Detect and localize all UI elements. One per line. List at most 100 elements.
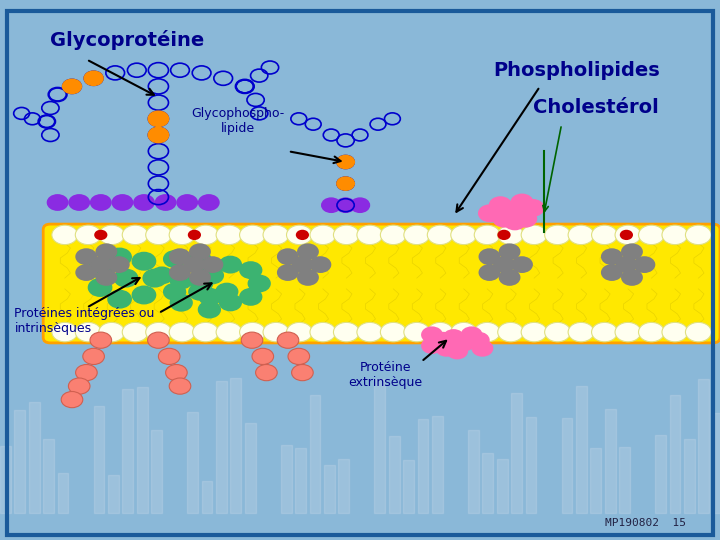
Circle shape — [500, 202, 522, 219]
Bar — [137, 403, 148, 513]
Circle shape — [91, 257, 111, 272]
Circle shape — [171, 295, 192, 311]
Bar — [202, 406, 212, 513]
Bar — [526, 418, 536, 513]
Circle shape — [52, 225, 78, 245]
Circle shape — [662, 322, 688, 342]
Circle shape — [454, 335, 474, 350]
Bar — [230, 480, 241, 513]
Circle shape — [621, 231, 632, 239]
Bar — [432, 449, 443, 513]
Circle shape — [84, 71, 103, 85]
Circle shape — [216, 225, 242, 245]
Circle shape — [240, 322, 266, 342]
Circle shape — [76, 364, 97, 381]
Circle shape — [462, 327, 482, 342]
Bar — [295, 457, 306, 513]
Circle shape — [202, 267, 223, 284]
Circle shape — [109, 257, 129, 272]
Circle shape — [83, 348, 104, 364]
Circle shape — [99, 322, 125, 342]
Bar — [713, 483, 720, 513]
Circle shape — [357, 225, 383, 245]
Circle shape — [380, 225, 406, 245]
Circle shape — [287, 225, 312, 245]
Circle shape — [148, 127, 168, 143]
Circle shape — [151, 267, 173, 284]
Bar — [562, 466, 572, 513]
Circle shape — [310, 322, 336, 342]
Circle shape — [190, 270, 210, 285]
Circle shape — [193, 225, 219, 245]
Circle shape — [191, 275, 212, 292]
Circle shape — [544, 225, 570, 245]
Circle shape — [171, 272, 192, 288]
Circle shape — [96, 244, 117, 259]
Circle shape — [199, 301, 220, 318]
Circle shape — [685, 225, 711, 245]
Circle shape — [447, 343, 467, 359]
Bar — [281, 471, 292, 513]
Text: Protéine
extrinsèque: Protéine extrinsèque — [348, 361, 422, 389]
Bar — [670, 404, 680, 513]
Circle shape — [166, 364, 187, 381]
Circle shape — [522, 200, 544, 216]
Circle shape — [158, 348, 180, 364]
Bar — [605, 431, 616, 513]
Circle shape — [199, 195, 219, 210]
Circle shape — [164, 251, 186, 267]
FancyBboxPatch shape — [43, 224, 720, 343]
Circle shape — [177, 195, 197, 210]
Circle shape — [498, 322, 523, 342]
Circle shape — [89, 279, 112, 296]
Bar — [14, 450, 25, 513]
Circle shape — [184, 257, 204, 272]
Circle shape — [108, 291, 131, 308]
Bar — [418, 461, 428, 513]
Circle shape — [76, 265, 96, 280]
Bar — [374, 429, 385, 513]
Text: Phospholipides: Phospholipides — [493, 60, 660, 79]
Circle shape — [380, 322, 406, 342]
Circle shape — [148, 111, 168, 126]
Circle shape — [288, 348, 310, 364]
Bar — [684, 484, 695, 513]
Circle shape — [500, 244, 520, 259]
Circle shape — [521, 322, 547, 342]
Circle shape — [634, 257, 654, 272]
Bar — [497, 440, 508, 513]
Circle shape — [199, 266, 220, 282]
Circle shape — [240, 262, 261, 278]
Bar — [29, 426, 40, 513]
Circle shape — [112, 195, 132, 210]
Circle shape — [122, 225, 148, 245]
Circle shape — [615, 225, 641, 245]
Bar — [619, 397, 630, 513]
Circle shape — [472, 341, 492, 356]
Text: Glycophospho-
lipide: Glycophospho- lipide — [191, 107, 284, 136]
Circle shape — [310, 225, 336, 245]
Circle shape — [263, 322, 289, 342]
Bar — [216, 476, 227, 513]
Circle shape — [169, 322, 195, 342]
Circle shape — [169, 225, 195, 245]
Circle shape — [95, 231, 107, 239]
Circle shape — [48, 195, 68, 210]
Circle shape — [202, 257, 222, 272]
Circle shape — [333, 322, 359, 342]
Circle shape — [498, 231, 510, 239]
Circle shape — [592, 322, 618, 342]
Circle shape — [422, 338, 442, 353]
Bar — [511, 481, 522, 513]
Circle shape — [248, 275, 270, 292]
Circle shape — [662, 225, 688, 245]
Circle shape — [241, 332, 263, 348]
Text: Glycoprotéine: Glycoprotéine — [50, 30, 204, 50]
Circle shape — [199, 289, 221, 305]
Circle shape — [336, 198, 355, 212]
Bar — [310, 382, 320, 513]
Circle shape — [134, 195, 154, 210]
Bar — [58, 484, 68, 513]
Circle shape — [639, 322, 665, 342]
Circle shape — [511, 194, 533, 211]
